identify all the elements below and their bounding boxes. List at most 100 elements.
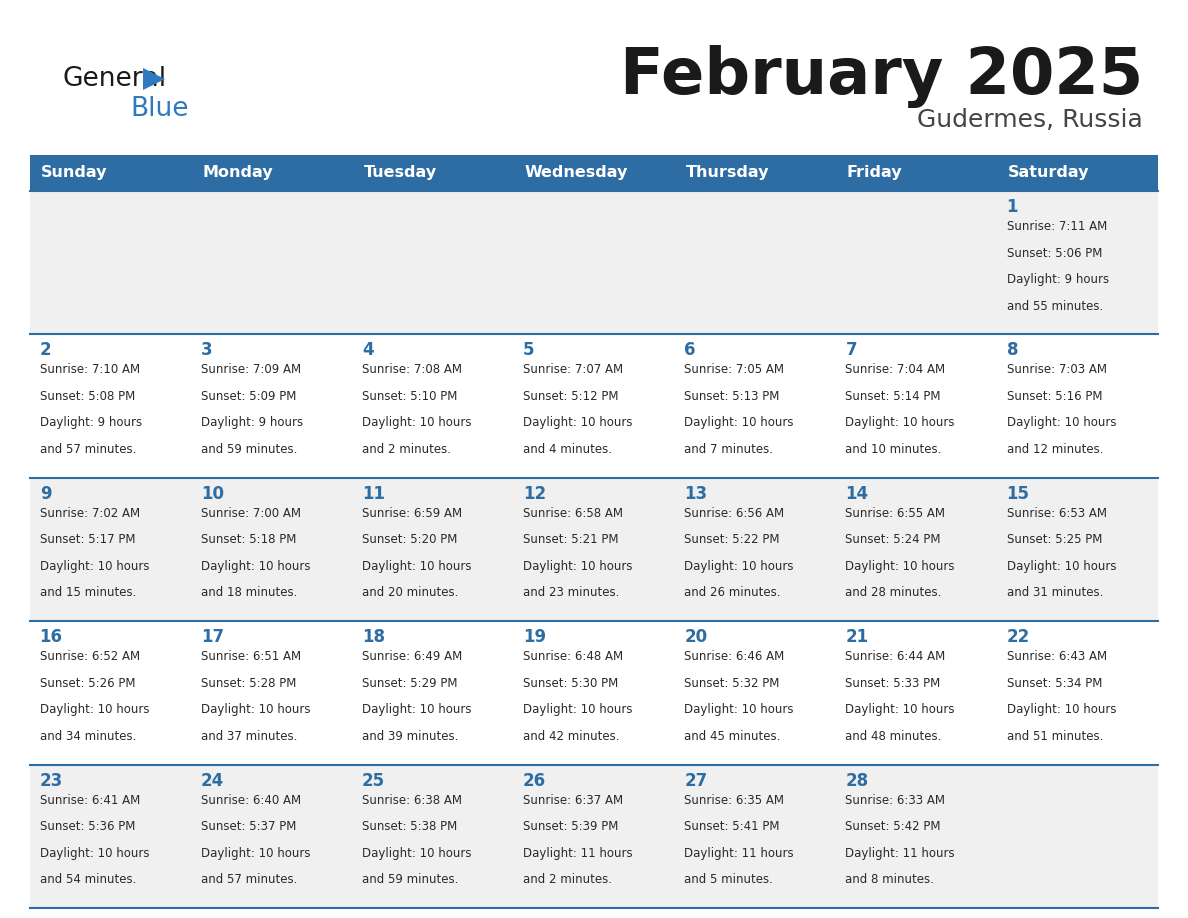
Text: Daylight: 11 hours: Daylight: 11 hours <box>523 846 633 859</box>
Text: Daylight: 10 hours: Daylight: 10 hours <box>684 417 794 430</box>
Text: Blue: Blue <box>129 96 189 122</box>
Text: Sunset: 5:37 PM: Sunset: 5:37 PM <box>201 820 296 834</box>
Text: Daylight: 10 hours: Daylight: 10 hours <box>523 417 632 430</box>
Text: and 28 minutes.: and 28 minutes. <box>846 587 942 599</box>
Text: Daylight: 10 hours: Daylight: 10 hours <box>39 703 150 716</box>
Text: 19: 19 <box>523 628 546 646</box>
Text: 26: 26 <box>523 772 546 789</box>
Text: Sunrise: 6:55 AM: Sunrise: 6:55 AM <box>846 507 946 520</box>
Text: Sunset: 5:24 PM: Sunset: 5:24 PM <box>846 533 941 546</box>
Text: and 2 minutes.: and 2 minutes. <box>362 443 451 456</box>
Bar <box>30 334 1158 477</box>
Text: Sunrise: 6:56 AM: Sunrise: 6:56 AM <box>684 507 784 520</box>
Text: Daylight: 10 hours: Daylight: 10 hours <box>523 560 632 573</box>
Text: 15: 15 <box>1006 485 1030 503</box>
Text: 8: 8 <box>1006 341 1018 360</box>
Text: Sunset: 5:20 PM: Sunset: 5:20 PM <box>362 533 457 546</box>
Text: 18: 18 <box>362 628 385 646</box>
Text: and 57 minutes.: and 57 minutes. <box>201 873 297 886</box>
Text: Sunrise: 6:59 AM: Sunrise: 6:59 AM <box>362 507 462 520</box>
Text: Sunrise: 7:07 AM: Sunrise: 7:07 AM <box>523 364 624 376</box>
Text: Sunrise: 7:09 AM: Sunrise: 7:09 AM <box>201 364 301 376</box>
Text: and 20 minutes.: and 20 minutes. <box>362 587 459 599</box>
Text: 5: 5 <box>523 341 535 360</box>
Text: and 57 minutes.: and 57 minutes. <box>39 443 137 456</box>
Text: Sunset: 5:28 PM: Sunset: 5:28 PM <box>201 677 296 689</box>
Text: Sunset: 5:26 PM: Sunset: 5:26 PM <box>39 677 135 689</box>
Text: and 34 minutes.: and 34 minutes. <box>39 730 137 743</box>
Text: Sunrise: 7:03 AM: Sunrise: 7:03 AM <box>1006 364 1106 376</box>
Text: Daylight: 10 hours: Daylight: 10 hours <box>846 417 955 430</box>
Text: 17: 17 <box>201 628 223 646</box>
Text: Sunset: 5:09 PM: Sunset: 5:09 PM <box>201 390 296 403</box>
Text: Daylight: 11 hours: Daylight: 11 hours <box>846 846 955 859</box>
Text: Sunrise: 7:11 AM: Sunrise: 7:11 AM <box>1006 220 1107 233</box>
Text: Tuesday: Tuesday <box>364 165 437 181</box>
Text: 11: 11 <box>362 485 385 503</box>
Text: Daylight: 10 hours: Daylight: 10 hours <box>201 846 310 859</box>
Text: Sunrise: 7:10 AM: Sunrise: 7:10 AM <box>39 364 140 376</box>
Text: Daylight: 10 hours: Daylight: 10 hours <box>1006 417 1116 430</box>
Text: Daylight: 10 hours: Daylight: 10 hours <box>39 846 150 859</box>
Text: 27: 27 <box>684 772 708 789</box>
Bar <box>191 155 353 191</box>
Text: Sunset: 5:14 PM: Sunset: 5:14 PM <box>846 390 941 403</box>
Text: Sunrise: 7:05 AM: Sunrise: 7:05 AM <box>684 364 784 376</box>
Text: Sunset: 5:16 PM: Sunset: 5:16 PM <box>1006 390 1102 403</box>
Text: 21: 21 <box>846 628 868 646</box>
Text: and 55 minutes.: and 55 minutes. <box>1006 299 1102 313</box>
Bar <box>30 477 1158 621</box>
Text: Sunset: 5:17 PM: Sunset: 5:17 PM <box>39 533 135 546</box>
Text: 13: 13 <box>684 485 707 503</box>
Text: Sunrise: 7:00 AM: Sunrise: 7:00 AM <box>201 507 301 520</box>
Text: Sunset: 5:22 PM: Sunset: 5:22 PM <box>684 533 779 546</box>
Bar <box>30 155 191 191</box>
Bar <box>30 191 1158 334</box>
Text: 25: 25 <box>362 772 385 789</box>
Text: 24: 24 <box>201 772 225 789</box>
Text: Sunset: 5:39 PM: Sunset: 5:39 PM <box>523 820 619 834</box>
Text: Sunrise: 6:33 AM: Sunrise: 6:33 AM <box>846 793 946 807</box>
Text: and 51 minutes.: and 51 minutes. <box>1006 730 1102 743</box>
Text: and 42 minutes.: and 42 minutes. <box>523 730 620 743</box>
Text: Sunset: 5:13 PM: Sunset: 5:13 PM <box>684 390 779 403</box>
Text: Sunrise: 6:49 AM: Sunrise: 6:49 AM <box>362 650 462 663</box>
Text: Sunrise: 6:44 AM: Sunrise: 6:44 AM <box>846 650 946 663</box>
Bar <box>513 155 675 191</box>
Text: and 23 minutes.: and 23 minutes. <box>523 587 619 599</box>
Text: Sunset: 5:42 PM: Sunset: 5:42 PM <box>846 820 941 834</box>
Text: and 4 minutes.: and 4 minutes. <box>523 443 612 456</box>
Text: Sunrise: 6:58 AM: Sunrise: 6:58 AM <box>523 507 623 520</box>
Text: Sunset: 5:18 PM: Sunset: 5:18 PM <box>201 533 296 546</box>
Text: and 26 minutes.: and 26 minutes. <box>684 587 781 599</box>
Text: Daylight: 10 hours: Daylight: 10 hours <box>1006 560 1116 573</box>
Text: Daylight: 10 hours: Daylight: 10 hours <box>1006 703 1116 716</box>
Text: Daylight: 10 hours: Daylight: 10 hours <box>39 560 150 573</box>
Text: Daylight: 9 hours: Daylight: 9 hours <box>39 417 141 430</box>
Text: Monday: Monday <box>202 165 273 181</box>
Text: 9: 9 <box>39 485 51 503</box>
Text: Daylight: 10 hours: Daylight: 10 hours <box>846 560 955 573</box>
Text: Sunset: 5:38 PM: Sunset: 5:38 PM <box>362 820 457 834</box>
Text: 2: 2 <box>39 341 51 360</box>
Text: 22: 22 <box>1006 628 1030 646</box>
Text: Sunrise: 6:37 AM: Sunrise: 6:37 AM <box>523 793 624 807</box>
Text: 28: 28 <box>846 772 868 789</box>
Text: and 2 minutes.: and 2 minutes. <box>523 873 612 886</box>
Text: Sunrise: 6:48 AM: Sunrise: 6:48 AM <box>523 650 624 663</box>
Bar <box>675 155 835 191</box>
Bar <box>30 621 1158 765</box>
Text: and 45 minutes.: and 45 minutes. <box>684 730 781 743</box>
Bar <box>835 155 997 191</box>
Text: Daylight: 10 hours: Daylight: 10 hours <box>201 560 310 573</box>
Text: Daylight: 10 hours: Daylight: 10 hours <box>201 703 310 716</box>
Text: Sunset: 5:34 PM: Sunset: 5:34 PM <box>1006 677 1102 689</box>
Text: Thursday: Thursday <box>685 165 770 181</box>
Text: Sunday: Sunday <box>42 165 108 181</box>
Text: Daylight: 9 hours: Daylight: 9 hours <box>201 417 303 430</box>
Text: 6: 6 <box>684 341 696 360</box>
Text: Daylight: 10 hours: Daylight: 10 hours <box>362 846 472 859</box>
Text: and 8 minutes.: and 8 minutes. <box>846 873 934 886</box>
Text: Friday: Friday <box>847 165 903 181</box>
Text: February 2025: February 2025 <box>620 45 1143 108</box>
